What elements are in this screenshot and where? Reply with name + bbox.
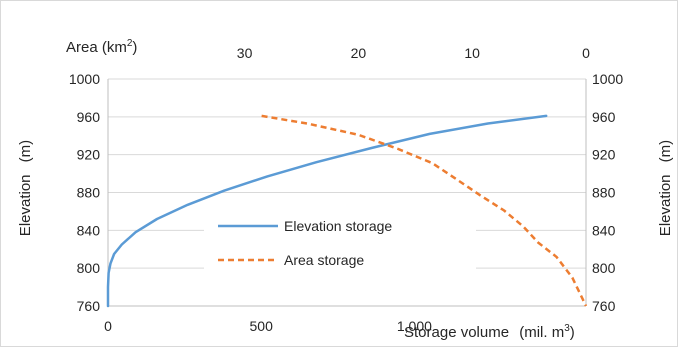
- bottom-axis-label: Storage volume: [404, 324, 509, 341]
- left-tick-880: 880: [77, 185, 101, 201]
- series-lines: [106, 114, 588, 308]
- left-tick-760: 760: [77, 298, 101, 314]
- right-tick-880: 880: [592, 185, 616, 201]
- left-axis-ticks: 760 800 840 880 920 960 1000: [69, 71, 100, 314]
- top-axis-label-suffix: ): [132, 39, 137, 56]
- top-tick-30: 30: [237, 45, 253, 61]
- gridlines: [108, 78, 586, 269]
- bottom-axis-unit-suffix: ): [570, 324, 575, 341]
- right-tick-960: 960: [592, 109, 616, 125]
- left-axis-label: Elevation: [17, 174, 34, 236]
- legend-label-elevation-storage: Elevation storage: [284, 218, 392, 234]
- bottom-axis-ticks: 0 500 1,000: [104, 318, 432, 334]
- left-tick-800: 800: [77, 260, 101, 276]
- bottom-axis-unit: (mil. m: [519, 324, 564, 341]
- right-axis-ticks: 760 800 840 880 920 960 1000: [592, 71, 623, 314]
- legend: Elevation storage Area storage: [204, 206, 476, 276]
- bottom-axis-title: Storage volume (mil. m3): [404, 323, 575, 341]
- series-line-area-storage: [261, 114, 588, 307]
- left-tick-1000: 1000: [69, 71, 100, 87]
- right-axis-unit: (m): [657, 140, 674, 163]
- right-tick-1000: 1000: [592, 71, 623, 87]
- legend-background: [204, 206, 476, 276]
- left-axis-title: Elevation (m): [17, 140, 34, 236]
- top-axis-title: Area (km2): [66, 38, 137, 56]
- axes: [107, 79, 587, 307]
- left-tick-920: 920: [77, 147, 101, 163]
- right-tick-800: 800: [592, 260, 616, 276]
- legend-label-area-storage: Area storage: [284, 252, 364, 268]
- top-axis-label: Area (km: [66, 39, 127, 56]
- left-axis-unit: (m): [17, 140, 34, 163]
- right-tick-760: 760: [592, 298, 616, 314]
- top-axis-ticks: 30 20 10 0: [237, 45, 590, 61]
- bottom-tick-0: 0: [104, 318, 112, 334]
- bottom-tick-500: 500: [250, 318, 274, 334]
- top-tick-0: 0: [582, 45, 590, 61]
- series-line-elevation-storage: [106, 114, 548, 308]
- bottom-tick-1000: 1,000: [397, 318, 432, 334]
- right-tick-840: 840: [592, 222, 616, 238]
- left-tick-840: 840: [77, 222, 101, 238]
- right-axis-title: Elevation (m): [657, 140, 674, 236]
- right-tick-920: 920: [592, 147, 616, 163]
- top-tick-20: 20: [351, 45, 367, 61]
- left-tick-960: 960: [77, 109, 101, 125]
- bottom-axis-unit-sup: 3: [564, 323, 570, 334]
- right-axis-label: Elevation: [657, 174, 674, 236]
- top-tick-10: 10: [464, 45, 480, 61]
- top-axis-label-sup: 2: [127, 38, 133, 49]
